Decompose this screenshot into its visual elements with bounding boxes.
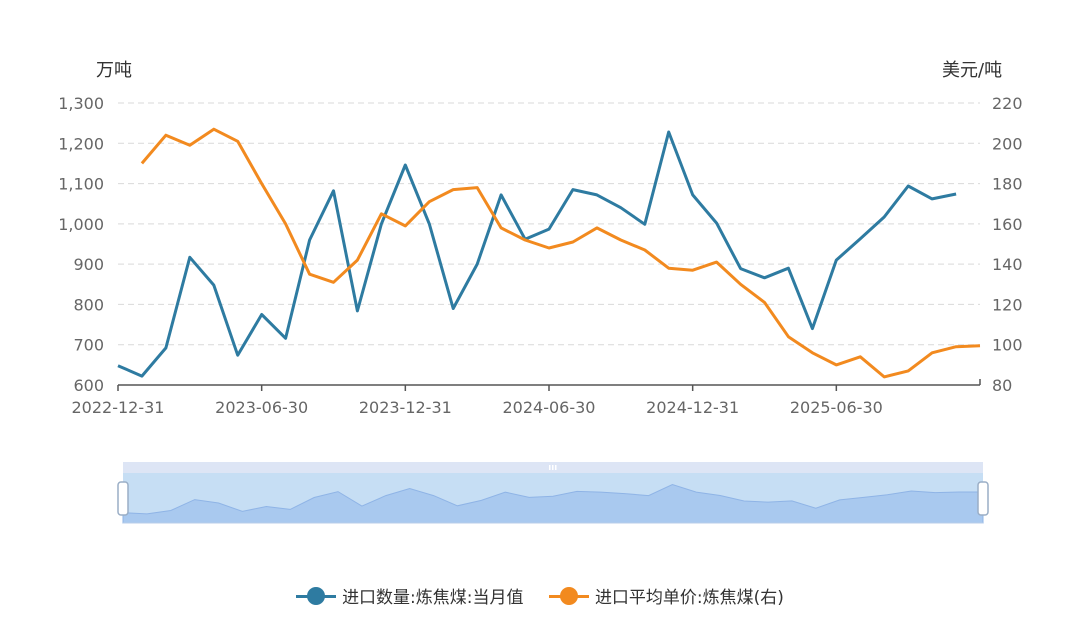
zoom-drag-grip	[549, 465, 551, 470]
right-tick-label: 160	[992, 215, 1023, 234]
left-axis-unit: 万吨	[96, 60, 132, 81]
right-tick-label: 100	[992, 336, 1023, 355]
legend[interactable]: 进口数量:炼焦煤:当月值 进口平均单价:炼焦煤(右)	[0, 583, 1080, 611]
zoom-handle-right[interactable]	[977, 481, 989, 516]
right-tick-label: 220	[992, 94, 1023, 113]
legend-item-import-volume[interactable]: 进口数量:炼焦煤:当月值	[296, 583, 524, 608]
right-tick-label: 120	[992, 295, 1023, 314]
right-tick-label: 200	[992, 134, 1023, 153]
right-axis-unit: 美元/吨	[942, 60, 1003, 81]
x-axis: 2022-12-31 2023-06-30 2023-12-31 2024-06-30…	[72, 379, 981, 417]
series-line-import-volume	[117, 130, 957, 378]
left-tick-label: 900	[73, 255, 104, 274]
legend-marker-import-volume	[296, 586, 337, 606]
zoom-drag-grip	[552, 465, 554, 470]
x-tick-label: 2023-06-30	[215, 398, 308, 417]
grid-lines	[118, 102, 980, 346]
left-axis-tick-labels: 600 700 800 900 1,000 1,100 1,200 1,300	[58, 94, 104, 395]
zoom-overview-area	[122, 483, 984, 524]
left-tick-label: 1,200	[58, 134, 104, 153]
legend-label-avg-price: 进口平均单价:炼焦煤(右)	[594, 588, 784, 608]
left-tick-label: 600	[73, 376, 104, 395]
right-tick-label: 80	[992, 376, 1012, 395]
left-tick-label: 800	[73, 295, 104, 314]
x-tick-label: 2024-06-30	[503, 398, 596, 417]
right-axis-tick-labels: 80 100 120 140 160 180 200 220	[992, 94, 1023, 395]
series-line-avg-price	[140, 127, 981, 379]
right-tick-label: 180	[992, 175, 1023, 194]
x-tick-label: 2024-12-31	[646, 398, 739, 417]
series-lines	[117, 127, 981, 379]
zoom-handle-left[interactable]	[117, 481, 129, 516]
left-tick-label: 700	[73, 336, 104, 355]
zoom-drag-grip	[555, 465, 557, 470]
legend-item-avg-price[interactable]: 进口平均单价:炼焦煤(右)	[548, 583, 784, 608]
x-tick-label: 2022-12-31	[72, 398, 165, 417]
legend-marker-avg-price	[548, 586, 589, 606]
data-zoom-slider[interactable]	[117, 462, 989, 524]
right-tick-label: 140	[992, 255, 1023, 274]
left-tick-label: 1,100	[58, 175, 104, 194]
left-tick-label: 1,000	[58, 215, 104, 234]
legend-label-import-volume: 进口数量:炼焦煤:当月值	[342, 588, 524, 608]
x-tick-label: 2023-12-31	[359, 398, 452, 417]
x-tick-label: 2025-06-30	[790, 398, 883, 417]
left-tick-label: 1,300	[58, 94, 104, 113]
